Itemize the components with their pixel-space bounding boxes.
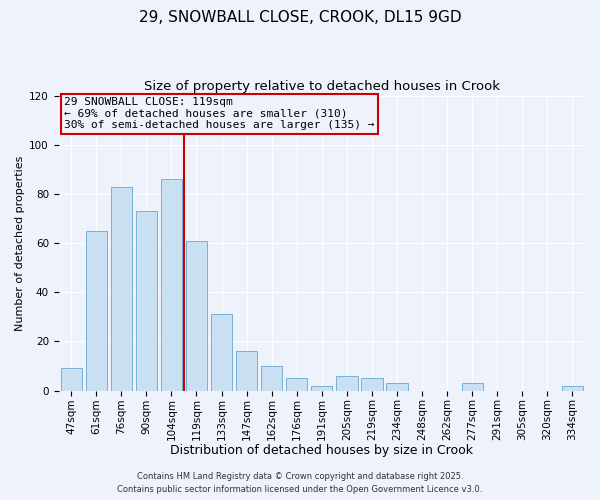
Title: Size of property relative to detached houses in Crook: Size of property relative to detached ho… [144, 80, 500, 93]
Bar [211, 314, 232, 390]
Bar [161, 179, 182, 390]
Bar [261, 366, 283, 390]
Bar [461, 383, 483, 390]
Bar [361, 378, 383, 390]
Text: 29 SNOWBALL CLOSE: 119sqm
← 69% of detached houses are smaller (310)
30% of semi: 29 SNOWBALL CLOSE: 119sqm ← 69% of detac… [64, 97, 374, 130]
Bar [186, 240, 207, 390]
Y-axis label: Number of detached properties: Number of detached properties [15, 156, 25, 330]
Bar [286, 378, 307, 390]
Bar [386, 383, 407, 390]
Bar [336, 376, 358, 390]
Bar [61, 368, 82, 390]
Text: 29, SNOWBALL CLOSE, CROOK, DL15 9GD: 29, SNOWBALL CLOSE, CROOK, DL15 9GD [139, 10, 461, 25]
Bar [136, 211, 157, 390]
Bar [86, 231, 107, 390]
Bar [110, 186, 132, 390]
Bar [562, 386, 583, 390]
X-axis label: Distribution of detached houses by size in Crook: Distribution of detached houses by size … [170, 444, 473, 458]
Bar [311, 386, 332, 390]
Bar [236, 351, 257, 391]
Text: Contains HM Land Registry data © Crown copyright and database right 2025.
Contai: Contains HM Land Registry data © Crown c… [118, 472, 482, 494]
